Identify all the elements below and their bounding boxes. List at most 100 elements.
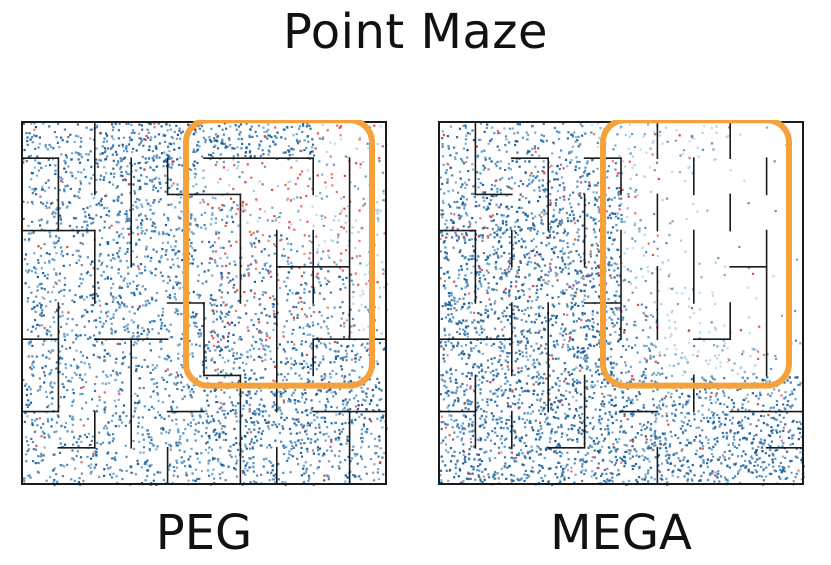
sample-point xyxy=(250,369,253,372)
sample-point xyxy=(130,131,133,134)
sample-point xyxy=(316,272,319,275)
sample-point xyxy=(448,300,451,304)
sample-point xyxy=(540,284,544,287)
sample-point xyxy=(188,238,191,241)
sample-point xyxy=(190,214,193,218)
sample-point xyxy=(40,166,43,169)
sample-point xyxy=(561,260,565,263)
sample-point xyxy=(343,377,346,380)
sample-point xyxy=(261,344,264,347)
sample-point xyxy=(216,181,220,184)
sample-point xyxy=(291,292,294,295)
sample-point xyxy=(258,348,261,351)
sample-point xyxy=(210,257,213,260)
sample-point xyxy=(375,386,378,389)
sample-point xyxy=(299,218,302,222)
sample-point xyxy=(189,394,192,397)
sample-point xyxy=(87,337,90,340)
sample-point xyxy=(247,267,250,270)
sample-point xyxy=(162,279,165,283)
sample-point xyxy=(40,452,43,455)
sample-point xyxy=(359,294,362,297)
sample-point xyxy=(229,306,232,309)
sample-point xyxy=(99,153,102,156)
sample-point xyxy=(448,276,451,279)
sample-point xyxy=(584,180,587,183)
sample-point xyxy=(522,211,525,214)
sample-point xyxy=(89,336,92,339)
sample-point xyxy=(624,133,627,137)
sample-point xyxy=(231,147,234,150)
sample-point xyxy=(111,146,114,149)
sample-point xyxy=(282,391,285,394)
sample-point xyxy=(172,474,175,477)
sample-point xyxy=(159,198,162,201)
sample-point xyxy=(296,457,299,460)
sample-point xyxy=(172,263,175,266)
sample-point xyxy=(156,190,160,193)
sample-point xyxy=(121,143,124,146)
sample-point xyxy=(50,145,53,148)
sample-point xyxy=(181,376,184,379)
sample-point xyxy=(91,260,94,263)
sample-point xyxy=(514,143,517,147)
sample-point xyxy=(151,319,154,323)
sample-point xyxy=(160,416,163,419)
sample-point xyxy=(608,264,611,267)
sample-point xyxy=(210,127,213,130)
sample-point xyxy=(440,266,443,269)
sample-point xyxy=(212,419,216,423)
sample-point xyxy=(155,156,158,159)
sample-point xyxy=(298,326,301,329)
sample-point xyxy=(282,401,286,404)
sample-point xyxy=(526,214,529,217)
sample-point xyxy=(471,217,474,220)
sample-point xyxy=(36,275,39,279)
sample-point xyxy=(326,474,329,477)
sample-point xyxy=(225,312,228,315)
sample-point xyxy=(151,150,154,153)
sample-point xyxy=(73,358,76,361)
sample-point xyxy=(239,335,242,339)
sample-point xyxy=(45,479,48,482)
sample-point xyxy=(248,428,251,431)
sample-point xyxy=(81,234,85,238)
sample-point xyxy=(179,156,182,159)
sample-point xyxy=(349,407,352,411)
sample-point xyxy=(471,168,475,171)
sample-point xyxy=(333,390,336,394)
sample-point xyxy=(176,313,180,316)
sample-point xyxy=(141,416,144,419)
sample-point xyxy=(154,416,157,419)
sample-point xyxy=(268,336,271,339)
sample-point xyxy=(193,128,197,131)
sample-point xyxy=(283,419,286,422)
sample-point xyxy=(149,259,152,263)
sample-point xyxy=(285,445,288,449)
sample-point xyxy=(277,373,280,376)
sample-point xyxy=(546,293,549,296)
sample-point xyxy=(137,233,140,236)
sample-point xyxy=(98,395,101,398)
sample-point xyxy=(67,165,70,168)
sample-point xyxy=(92,285,95,288)
sample-point xyxy=(136,339,140,342)
sample-point xyxy=(220,208,224,211)
sample-point xyxy=(228,323,231,326)
sample-point xyxy=(95,214,98,217)
sample-point xyxy=(471,129,474,132)
sample-point xyxy=(63,167,66,170)
sample-point xyxy=(157,399,160,402)
sample-point xyxy=(533,225,536,228)
sample-point xyxy=(621,220,624,223)
sample-point xyxy=(113,399,116,402)
sample-point xyxy=(487,168,490,171)
sample-point xyxy=(153,177,156,180)
sample-point xyxy=(158,177,161,180)
sample-point xyxy=(171,258,174,261)
sample-point xyxy=(78,254,81,258)
sample-point xyxy=(55,252,58,255)
sample-point xyxy=(26,263,29,266)
sample-point xyxy=(37,161,40,164)
sample-point xyxy=(177,215,180,218)
